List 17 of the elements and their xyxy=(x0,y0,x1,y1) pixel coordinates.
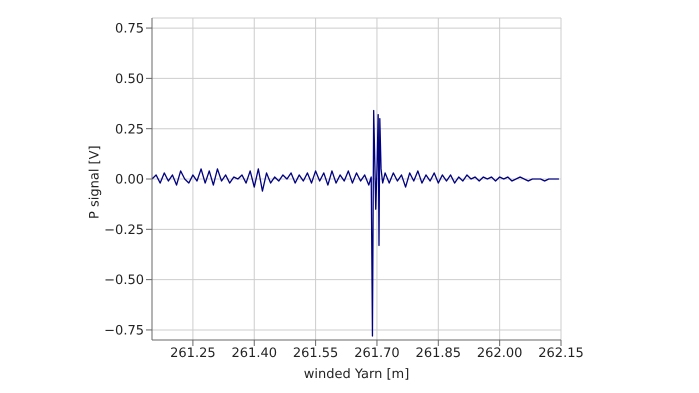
y-tick-label: 0.75 xyxy=(115,22,144,37)
y-tick-label: 0.25 xyxy=(115,122,144,138)
y-tick-label: −0.25 xyxy=(104,222,144,238)
line-series xyxy=(152,110,560,337)
x-tick-label: 262.15 xyxy=(538,346,584,362)
x-tick-label: 261.40 xyxy=(232,346,277,362)
y-tick-label: −0.50 xyxy=(104,273,144,288)
y-tick-label: 0.50 xyxy=(115,72,144,87)
x-tick-label: 262.00 xyxy=(476,346,522,362)
x-tick-label: 261.25 xyxy=(170,346,216,362)
x-axis-title: winded Yarn [m] xyxy=(304,367,410,382)
x-tick-label: 261.55 xyxy=(292,346,338,362)
x-tick-label: 261.85 xyxy=(416,346,462,362)
y-tick-label: −0.75 xyxy=(104,324,144,339)
x-tick-label: 261.70 xyxy=(354,346,400,362)
y-tick-label: 0.00 xyxy=(115,172,144,188)
y-axis-title: P signal [V] xyxy=(88,145,103,219)
